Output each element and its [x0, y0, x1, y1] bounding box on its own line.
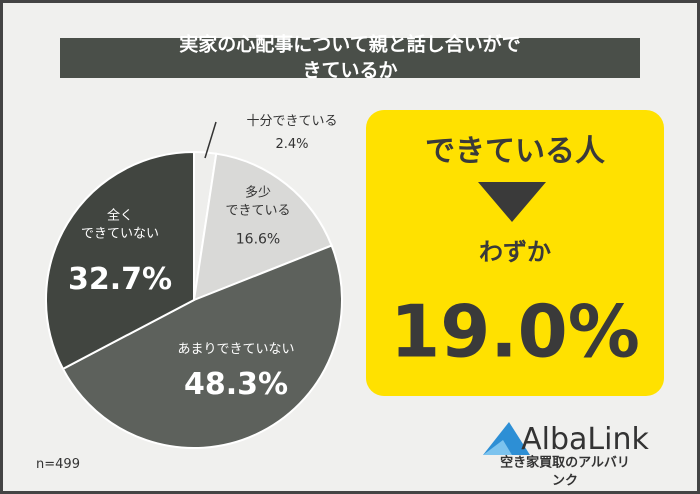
pie-slice — [61, 244, 343, 449]
pie-slice — [45, 150, 195, 371]
slice-label: あまりできていない — [177, 342, 295, 358]
pie-slice — [192, 152, 333, 302]
leader-line — [204, 121, 217, 159]
sample-size: n=499 — [36, 457, 80, 473]
value-label: 32.7% — [67, 261, 173, 297]
slice-label: 多少 できている — [225, 185, 291, 218]
callout-headline: できている人 — [425, 133, 605, 169]
slice-label: 全く できていない — [80, 208, 160, 241]
callout-value: 19.0% — [390, 289, 640, 374]
title-bar — [60, 38, 640, 78]
chart-title: 実家の心配事について親と話し合いができているか — [179, 33, 521, 81]
callout-box — [366, 110, 664, 396]
value-label: 16.6% — [235, 231, 281, 248]
value-label: 48.3% — [183, 366, 289, 402]
callout-arrow — [478, 182, 546, 222]
logo-icon-part — [483, 440, 512, 455]
logo-tagline: 空き家買取のアルバリンク — [500, 455, 630, 488]
callout-subtext: わずか — [479, 237, 551, 266]
value-label: 2.4% — [275, 137, 309, 153]
logo-name: AlbaLink — [521, 421, 649, 457]
slice-label: 十分できている — [246, 114, 338, 130]
